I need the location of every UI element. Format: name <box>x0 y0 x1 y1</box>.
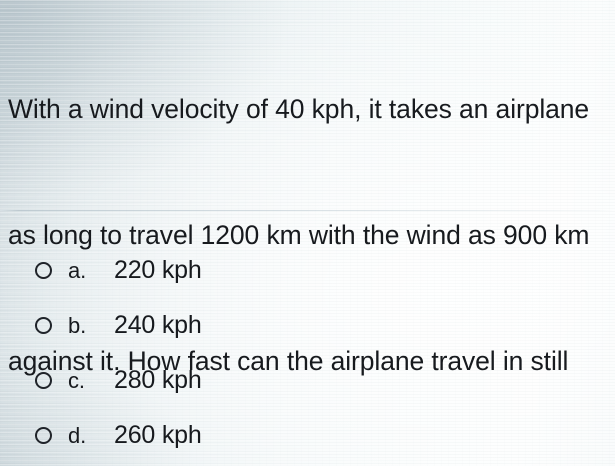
answer-option-value: 280 kph <box>114 366 202 394</box>
answer-option-letter: a. <box>68 257 87 283</box>
question-line: With a wind velocity of 40 kph, it takes… <box>8 94 590 124</box>
answer-option-b[interactable]: b. 240 kph <box>0 298 615 353</box>
answer-option-letter: d. <box>68 422 87 448</box>
answer-option-letter: b. <box>68 312 87 338</box>
answer-options-list: a. 220 kph b. 240 kph c. 280 kph d. 260 … <box>0 243 615 463</box>
section-divider <box>0 210 615 211</box>
answer-option-value: 240 kph <box>114 311 202 339</box>
question-line: as long to travel 1200 km with the wind … <box>8 220 590 250</box>
answer-option-value: 260 kph <box>114 421 202 449</box>
radio-unselected-icon[interactable] <box>35 427 52 444</box>
radio-unselected-icon[interactable] <box>35 262 52 279</box>
question-text: With a wind velocity of 40 kph, it takes… <box>8 4 615 466</box>
question-line: against it. How fast can the airplane tr… <box>8 346 569 376</box>
answer-option-a[interactable]: a. 220 kph <box>0 243 615 298</box>
radio-unselected-icon[interactable] <box>35 317 52 334</box>
answer-option-letter: c. <box>68 367 85 393</box>
answer-option-d[interactable]: d. 260 kph <box>0 408 615 463</box>
answer-option-value: 220 kph <box>114 256 202 284</box>
answer-option-c[interactable]: c. 280 kph <box>0 353 615 408</box>
radio-unselected-icon[interactable] <box>35 372 52 389</box>
